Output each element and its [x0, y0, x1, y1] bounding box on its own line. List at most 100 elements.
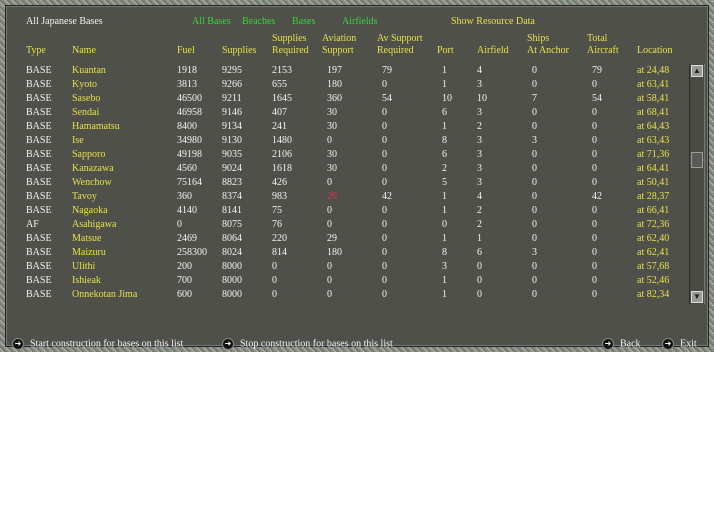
cell-port: 1 [442, 79, 447, 90]
cell-airfield: 10 [477, 93, 487, 104]
table-row[interactable]: BASE Hamamatsu 8400 9134 241 30 0 1 2 0 0 at 64,43 [6, 121, 686, 135]
table-row[interactable]: BASE Onnekotan Jima 600 8000 0 0 0 1 0 0 0 at 82,34 [6, 289, 686, 303]
cell-location: at 57,68 [637, 261, 670, 272]
stop-label: Stop construction for bases on this list [240, 338, 393, 350]
table-row[interactable]: BASE Kyoto 3813 9266 655 180 0 1 3 0 0 at 63,41 [6, 79, 686, 93]
cell-name[interactable]: Wenchow [72, 177, 112, 188]
table-row[interactable]: BASE Sapporo 49198 9035 2106 30 0 6 3 0 0 at 71,36 [6, 149, 686, 163]
cell-name[interactable]: Nagaoka [72, 205, 108, 216]
cell-aviation-support: 180 [327, 247, 342, 258]
header-fuel[interactable]: Fuel [177, 45, 195, 56]
cell-ships-at-anchor: 0 [532, 121, 537, 132]
cell-name[interactable]: Onnekotan Jima [72, 289, 138, 300]
header-total-aircraft[interactable]: Aircraft [587, 45, 619, 56]
filter-bases[interactable]: Bases [292, 16, 316, 27]
header-aviation-support[interactable]: Aviation [322, 33, 357, 44]
cell-airfield: 0 [477, 275, 482, 286]
cell-ships-at-anchor: 0 [532, 79, 537, 90]
table-row[interactable]: BASE Sendai 46958 9146 407 30 0 6 3 0 0 at 68,41 [6, 107, 686, 121]
cell-name[interactable]: Ishieak [72, 275, 101, 286]
cell-airfield: 3 [477, 79, 482, 90]
cell-supplies-required: 0 [272, 275, 277, 286]
table-row[interactable]: BASE Kanazawa 4560 9024 1618 30 0 2 3 0 0 at 64,41 [6, 163, 686, 177]
cell-name[interactable]: Asahigawa [72, 219, 117, 230]
header-av-support-required[interactable]: Av Support [377, 33, 423, 44]
table-row[interactable]: BASE Kuantan 1918 9295 2153 197 79 1 4 0 79 at 24,4… [6, 65, 686, 79]
cell-fuel: 3813 [177, 79, 197, 90]
cell-name[interactable]: Tavoy [72, 191, 97, 202]
cell-supplies-required: 983 [272, 191, 287, 202]
header-av-support-required[interactable]: Required [377, 45, 414, 56]
header-supplies-required[interactable]: Required [272, 45, 309, 56]
arrow-right-icon: ➜ [222, 338, 234, 350]
filter-all-bases[interactable]: All Bases [192, 16, 231, 27]
cell-name[interactable]: Sasebo [72, 93, 101, 104]
header-supplies[interactable]: Supplies [222, 45, 257, 56]
header-supplies-required[interactable]: Supplies [272, 33, 307, 44]
scroll-up-icon[interactable]: ▲ [691, 65, 703, 77]
cell-type: BASE [26, 261, 52, 272]
table-row[interactable]: BASE Sasebo 46500 9211 1645 360 54 10 10 7 54 at 58… [6, 93, 686, 107]
cell-name[interactable]: Maizuru [72, 247, 106, 258]
cell-name[interactable]: Kuantan [72, 65, 106, 76]
cell-name[interactable]: Kyoto [72, 79, 97, 90]
table-row[interactable]: BASE Ise 34980 9130 1480 0 0 8 3 3 0 at 63,43 [6, 135, 686, 149]
cell-airfield: 4 [477, 191, 482, 202]
table-row[interactable]: BASE Matsue 2469 8064 220 29 0 1 1 0 0 at 62,40 [6, 233, 686, 247]
cell-name[interactable]: Ulithi [72, 261, 96, 272]
table-row[interactable]: BASE Tavoy 360 8374 983 26 42 1 4 0 42 at 28,37 [6, 191, 686, 205]
cell-airfield: 3 [477, 149, 482, 160]
cell-fuel: 46958 [177, 107, 202, 118]
header-name[interactable]: Name [72, 45, 96, 56]
filter-beaches[interactable]: Beaches [242, 16, 276, 27]
header-airfield[interactable]: Airfield [477, 45, 509, 56]
stop-construction-button[interactable]: ➜ Stop construction for bases on this lis… [222, 338, 393, 350]
cell-name[interactable]: Ise [72, 135, 84, 146]
header-ships-at-anchor[interactable]: At Anchor [527, 45, 569, 56]
show-resource-data-button[interactable]: Show Resource Data [451, 16, 535, 27]
header-location[interactable]: Location [637, 45, 673, 56]
exit-button[interactable]: ➜ Exit [662, 338, 697, 350]
table-row[interactable]: AF Asahigawa 0 8075 76 0 0 0 2 0 0 at 72,36 [6, 219, 686, 233]
header-type[interactable]: Type [26, 45, 46, 56]
cell-supplies-required: 1618 [272, 163, 292, 174]
cell-port: 8 [442, 247, 447, 258]
table-row[interactable]: BASE Wenchow 75164 8823 426 0 0 5 3 0 0 at 50,41 [6, 177, 686, 191]
cell-name[interactable]: Sapporo [72, 149, 106, 160]
cell-av-support-required: 0 [382, 107, 387, 118]
cell-port: 1 [442, 289, 447, 300]
table-row[interactable]: BASE Nagaoka 4140 8141 75 0 0 1 2 0 0 at 66,41 [6, 205, 686, 219]
header-aviation-support[interactable]: Support [322, 45, 354, 56]
cell-supplies: 8000 [222, 289, 242, 300]
cell-supplies-required: 814 [272, 247, 287, 258]
header-ships-at-anchor[interactable]: Ships [527, 33, 550, 44]
cell-aviation-support: 0 [327, 135, 332, 146]
table-row[interactable]: BASE Ishieak 700 8000 0 0 0 1 0 0 0 at 52,46 [6, 275, 686, 289]
cell-fuel: 46500 [177, 93, 202, 104]
header-total-aircraft[interactable]: Total [587, 33, 608, 44]
cell-fuel: 75164 [177, 177, 202, 188]
scrollbar[interactable]: ▲ ▼ [689, 64, 705, 304]
cell-name[interactable]: Kanazawa [72, 163, 114, 174]
table-row[interactable]: BASE Maizuru 258300 8024 814 180 0 8 6 3 0 at 62,41 [6, 247, 686, 261]
cell-location: at 82,34 [637, 289, 670, 300]
scroll-down-icon[interactable]: ▼ [691, 291, 703, 303]
scroll-thumb[interactable] [691, 152, 703, 168]
filter-airfields[interactable]: Airfields [342, 16, 378, 27]
cell-av-support-required: 0 [382, 247, 387, 258]
cell-total-aircraft: 0 [592, 233, 597, 244]
start-construction-button[interactable]: ➜ Start construction for bases on this li… [12, 338, 183, 350]
table-row[interactable]: BASE Ulithi 200 8000 0 0 0 3 0 0 0 at 57,68 [6, 261, 686, 275]
cell-name[interactable]: Matsue [72, 233, 102, 244]
cell-type: BASE [26, 205, 52, 216]
back-button[interactable]: ➜ Back [602, 338, 641, 350]
cell-name[interactable]: Hamamatsu [72, 121, 120, 132]
header-port[interactable]: Port [437, 45, 454, 56]
cell-port: 1 [442, 275, 447, 286]
cell-name[interactable]: Sendai [72, 107, 100, 118]
cell-port: 1 [442, 121, 447, 132]
cell-supplies: 8374 [222, 191, 242, 202]
cell-location: at 71,36 [637, 149, 670, 160]
cell-type: BASE [26, 93, 52, 104]
cell-fuel: 0 [177, 219, 182, 230]
